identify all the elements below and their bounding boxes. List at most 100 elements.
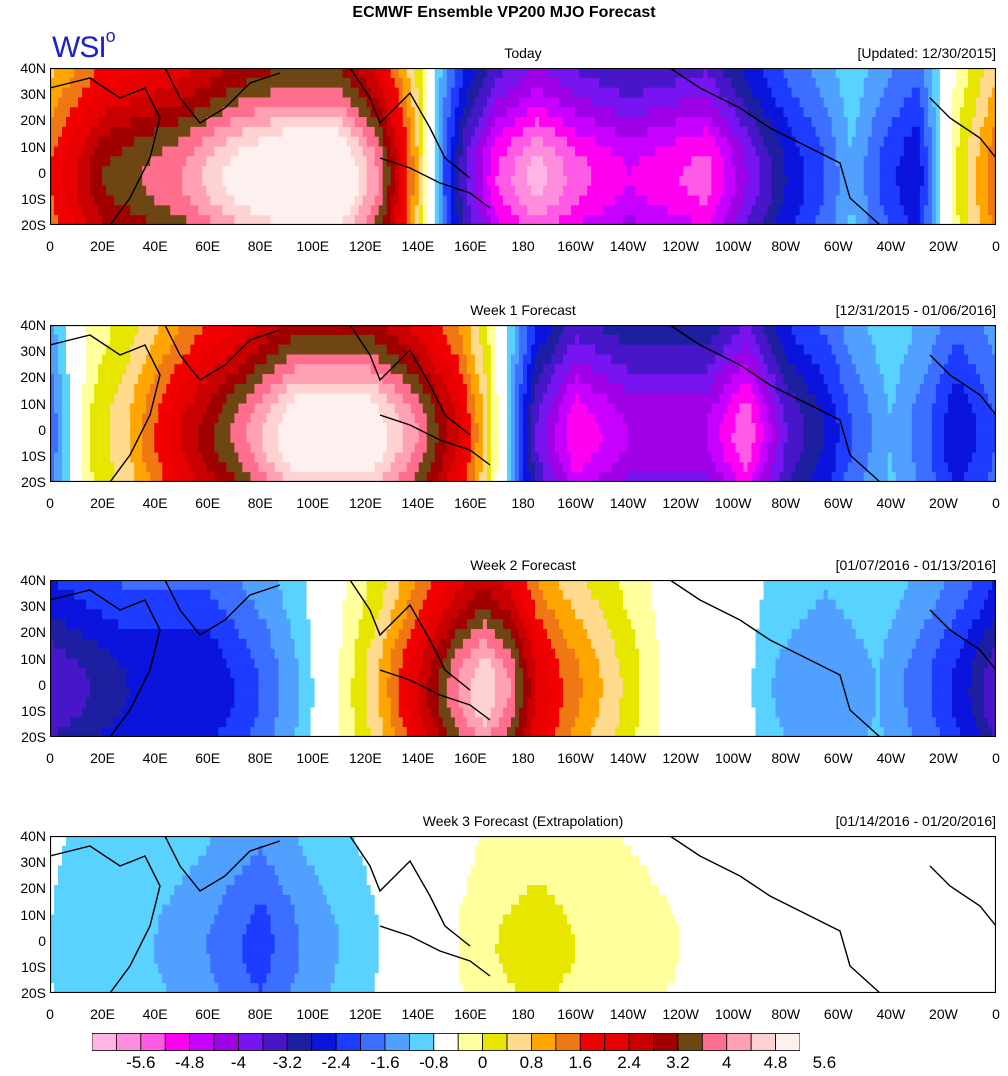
anomaly-cell	[827, 146, 833, 157]
anomaly-cell	[627, 195, 632, 206]
anomaly-cell	[134, 185, 139, 197]
anomaly-cell	[623, 195, 628, 206]
anomaly-cell	[543, 68, 548, 79]
anomaly-cell	[306, 215, 312, 225]
anomaly-cell	[687, 215, 692, 225]
anomaly-cell	[314, 97, 320, 108]
anomaly-cell	[695, 87, 700, 99]
anomaly-cell	[110, 77, 115, 89]
anomaly-cell	[366, 126, 372, 138]
anomaly-cell	[847, 175, 853, 187]
anomaly-cell	[54, 156, 59, 167]
anomaly-cell	[194, 205, 199, 216]
anomaly-cell	[454, 156, 460, 167]
anomaly-cell	[138, 166, 143, 177]
anomaly-cell	[703, 364, 708, 375]
anomaly-cell	[991, 334, 996, 346]
anomaly-cell	[943, 77, 949, 89]
anomaly-cell	[146, 325, 151, 336]
anomaly-cell	[282, 156, 288, 167]
anomaly-cell	[106, 364, 111, 375]
anomaly-cell	[482, 107, 488, 118]
anomaly-cell	[883, 87, 889, 99]
anomaly-cell	[170, 117, 175, 128]
anomaly-cell	[991, 344, 996, 356]
anomaly-cell	[923, 97, 929, 108]
anomaly-cell	[302, 87, 308, 99]
anomaly-cell	[370, 354, 376, 365]
anomaly-cell	[775, 205, 781, 216]
anomaly-cell	[699, 185, 704, 197]
anomaly-cell	[218, 68, 223, 79]
anomaly-cell	[78, 344, 83, 356]
anomaly-cell	[358, 334, 364, 346]
anomaly-cell	[114, 166, 119, 177]
anomaly-cell	[430, 205, 436, 216]
anomaly-cell	[915, 175, 921, 187]
anomaly-cell	[370, 156, 376, 167]
anomaly-cell	[531, 87, 536, 99]
anomaly-cell	[226, 175, 231, 187]
anomaly-cell	[346, 364, 352, 375]
anomaly-cell	[490, 175, 496, 187]
anomaly-cell	[422, 117, 428, 128]
anomaly-cell	[603, 215, 608, 225]
anomaly-cell	[222, 354, 227, 365]
anomaly-cell	[547, 175, 552, 187]
anomaly-cell	[639, 156, 644, 167]
anomaly-cell	[414, 205, 420, 216]
anomaly-cell	[178, 97, 183, 108]
anomaly-cell	[78, 136, 83, 148]
anomaly-cell	[254, 354, 260, 365]
anomaly-cell	[410, 185, 416, 197]
anomaly-cell	[535, 126, 540, 138]
anomaly-cell	[655, 364, 660, 375]
anomaly-cell	[78, 146, 83, 157]
anomaly-cell	[983, 344, 989, 356]
anomaly-cell	[502, 354, 508, 365]
anomaly-cell	[98, 364, 103, 375]
anomaly-cell	[514, 334, 520, 346]
anomaly-cell	[651, 344, 656, 356]
anomaly-cell	[290, 77, 296, 89]
anomaly-cell	[226, 205, 231, 216]
anomaly-cell	[298, 205, 304, 216]
anomaly-cell	[627, 107, 632, 118]
anomaly-cell	[426, 325, 432, 336]
anomaly-cell	[206, 344, 211, 356]
anomaly-cell	[86, 325, 91, 336]
anomaly-cell	[643, 334, 648, 346]
anomaly-cell	[727, 77, 733, 89]
anomaly-cell	[831, 175, 837, 187]
anomaly-cell	[198, 175, 203, 187]
anomaly-cell	[310, 87, 316, 99]
anomaly-cell	[675, 156, 680, 167]
anomaly-cell	[510, 175, 516, 187]
anomaly-cell	[82, 175, 87, 187]
anomaly-cell	[787, 68, 793, 79]
anomaly-cell	[919, 87, 925, 99]
anomaly-cell	[442, 146, 448, 157]
anomaly-cell	[178, 364, 183, 375]
anomaly-cell	[238, 77, 244, 89]
anomaly-cell	[494, 107, 500, 118]
anomaly-cell	[290, 215, 296, 225]
anomaly-cell	[202, 77, 207, 89]
anomaly-cell	[222, 334, 227, 346]
anomaly-cell	[747, 117, 753, 128]
anomaly-cell	[527, 117, 532, 128]
anomaly-cell	[198, 77, 203, 89]
anomaly-cell	[270, 87, 276, 99]
anomaly-cell	[134, 195, 139, 206]
anomaly-cell	[110, 117, 115, 128]
anomaly-cell	[186, 146, 191, 157]
anomaly-cell	[222, 68, 227, 79]
anomaly-cell	[346, 68, 352, 79]
anomaly-cell	[843, 68, 849, 79]
anomaly-cell	[246, 68, 252, 79]
anomaly-cell	[438, 334, 444, 346]
anomaly-cell	[490, 166, 496, 177]
anomaly-cell	[743, 77, 749, 89]
anomaly-cell	[190, 166, 195, 177]
anomaly-cell	[218, 364, 223, 375]
